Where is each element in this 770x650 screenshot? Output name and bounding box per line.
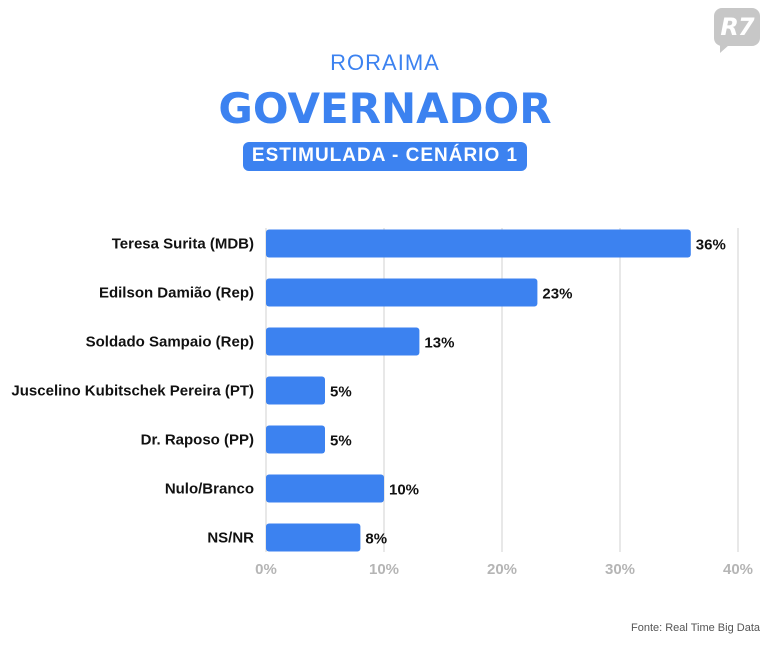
category-label: Edilson Damião (Rep) [99,285,254,302]
chart-supertitle: RORAIMA [330,50,440,75]
value-label: 36% [696,237,726,254]
source-note: Fonte: Real Time Big Data [630,622,760,634]
x-tick-label: 40% [723,561,753,578]
x-tick-label: 30% [605,561,635,578]
bar [266,327,420,356]
x-tick-label: 0% [255,561,277,578]
value-label: 10% [389,482,419,499]
r7-logo: R7 [714,8,760,53]
value-label: 5% [330,433,352,450]
value-label: 8% [365,531,387,548]
category-label: Nulo/Branco [165,481,254,498]
chart-subtitle-badge: ESTIMULADA - CENÁRIO 1 [242,142,528,171]
bar [266,425,325,454]
category-label: Soldado Sampaio (Rep) [86,334,254,351]
value-label: 5% [330,384,352,401]
category-label: Teresa Surita (MDB) [112,236,254,253]
value-label: 23% [542,286,572,303]
x-tick-label: 10% [369,561,399,578]
category-label: Dr. Raposo (PP) [141,432,254,449]
bar [266,474,384,503]
chart-title: GOVERNADOR [218,84,552,133]
category-label: Juscelino Kubitschek Pereira (PT) [11,383,254,400]
x-tick-label: 20% [487,561,517,578]
value-label: 13% [424,335,454,352]
bar [266,278,538,307]
bar [266,376,325,405]
bar [266,523,361,552]
bar [266,229,691,258]
category-label: NS/NR [207,530,254,547]
